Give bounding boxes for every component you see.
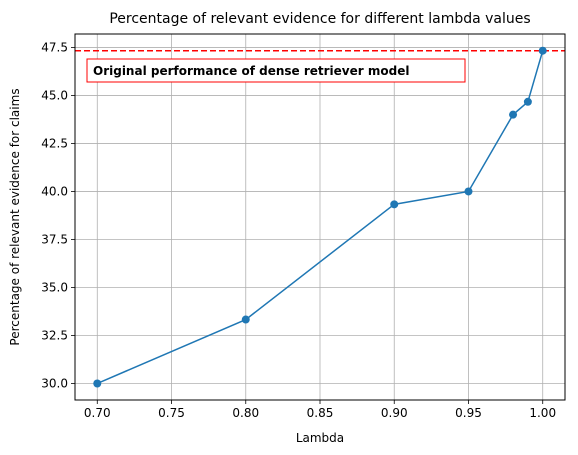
y-tick-label: 42.5 (41, 136, 68, 150)
data-point (538, 46, 547, 55)
x-tick-label: 0.75 (158, 406, 185, 420)
x-tick-label: 0.85 (307, 406, 334, 420)
x-tick-label: 1.00 (529, 406, 556, 420)
data-point (241, 315, 250, 324)
y-tick-label: 47.5 (41, 40, 68, 54)
annotation-layer: Original performance of dense retriever … (86, 58, 466, 83)
data-point (523, 97, 532, 106)
data-point (93, 379, 102, 388)
y-tick-label: 40.0 (41, 184, 68, 198)
y-tick-label: 37.5 (41, 232, 68, 246)
data-point (509, 110, 518, 119)
chart-title: Percentage of relevant evidence for diff… (109, 11, 530, 27)
annotation-box (86, 58, 466, 83)
x-tick-label: 0.90 (381, 406, 408, 420)
y-tick-label: 45.0 (41, 88, 68, 102)
axis-ticks: 0.70 0.75 0.80 0.85 0.90 0.95 1.00 30.0 32.5 35.0… (41, 40, 556, 420)
x-tick-label: 0.80 (232, 406, 259, 420)
x-axis-label: Lambda (296, 431, 344, 445)
y-tick-label: 30.0 (41, 376, 68, 390)
x-tick-label: 0.95 (455, 406, 482, 420)
data-point (390, 200, 399, 209)
y-tick-label: 32.5 (41, 328, 68, 342)
data-point (464, 187, 473, 196)
grid (75, 34, 565, 400)
annotation-text: Original performance of dense retriever … (93, 64, 409, 78)
y-axis-label: Percentage of relevant evidence for clai… (8, 88, 22, 345)
series-layer (93, 46, 547, 388)
x-tick-label: 0.70 (84, 406, 111, 420)
y-tick-label: 35.0 (41, 280, 68, 294)
